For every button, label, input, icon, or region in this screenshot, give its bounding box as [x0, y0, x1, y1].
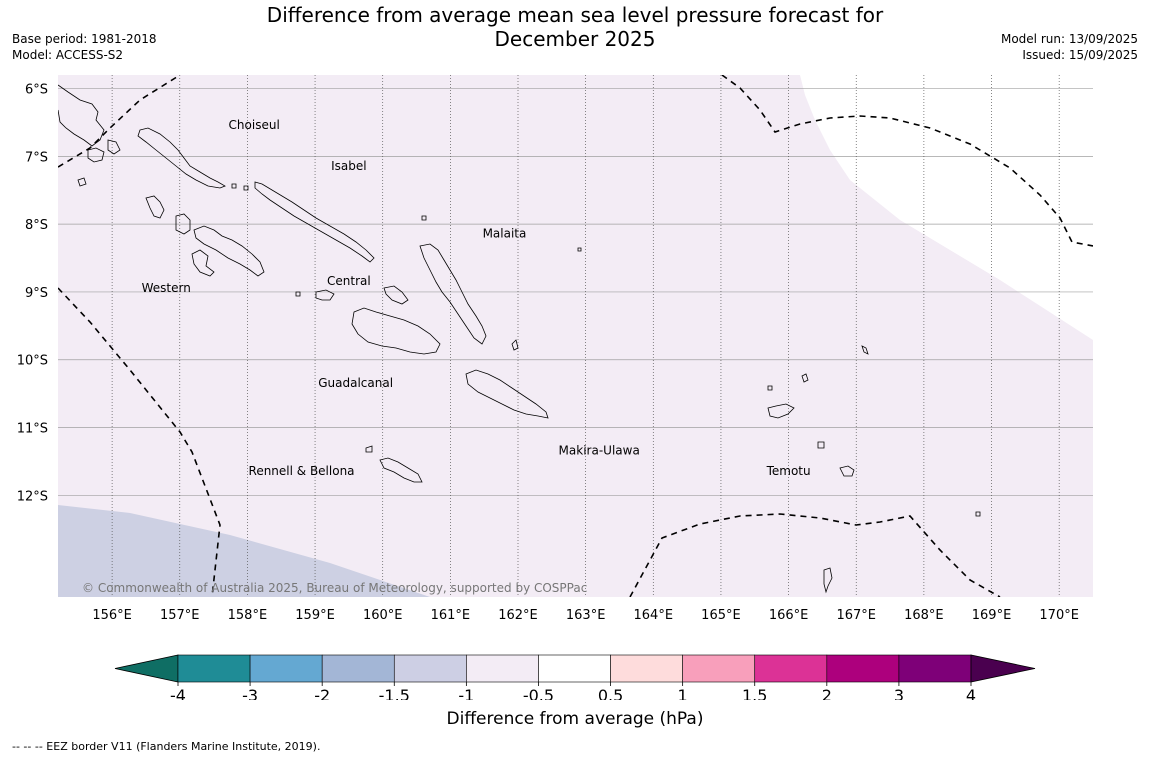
map-title: Difference from average mean sea level p…: [0, 3, 1150, 51]
colorbar-segment: [177, 654, 251, 683]
eez-borders: [58, 75, 1093, 597]
longitude-label: 164°E: [634, 608, 674, 623]
copyright-notice: © Commonwealth of Australia 2025, Bureau…: [82, 581, 587, 595]
issued-date: Issued: 15/09/2025: [1022, 48, 1138, 62]
colorbar-tick-label: -1.5: [379, 686, 410, 700]
colorbar-tick-label: -2: [314, 686, 330, 700]
place-label: Rennell & Bellona: [249, 464, 355, 478]
latitude-label: 12°S: [17, 489, 48, 504]
longitude-label: 158°E: [228, 608, 268, 623]
longitude-label: 165°E: [701, 608, 741, 623]
latitude-gridlines: [58, 88, 1093, 496]
map-canvas: Choiseul Isabel Malaita Western Central Guada…: [17, 75, 1093, 700]
longitude-label: 168°E: [904, 608, 944, 623]
colorbar-segment: [249, 654, 323, 683]
colorbar-tick-label: -3: [242, 686, 258, 700]
longitude-label: 163°E: [566, 608, 606, 623]
latitude-label: 8°S: [25, 218, 48, 233]
place-label: Isabel: [331, 159, 366, 173]
colorbar-tick-labels: -4 -3 -2 -1.5 -1 -0.5 0.5 1 1.5 2 3 4: [170, 682, 976, 700]
longitude-label: 159°E: [295, 608, 335, 623]
colorbar-extend-high: [970, 654, 1036, 683]
longitude-label: 167°E: [836, 608, 876, 623]
longitude-label: 166°E: [769, 608, 809, 623]
latitude-labels: 6°S 7°S 8°S 9°S 10°S 11°S 12°S: [17, 83, 48, 505]
longitude-label: 156°E: [92, 608, 132, 623]
colorbar-segment: [754, 654, 828, 683]
latitude-label: 6°S: [25, 83, 48, 98]
colorbar-tick-label: -4: [170, 686, 186, 700]
model-name: Model: ACCESS-S2: [12, 48, 124, 62]
place-label: Makira-Ulawa: [559, 444, 640, 458]
longitude-label: 169°E: [972, 608, 1012, 623]
latitude-label: 11°S: [17, 422, 48, 437]
colorbar-segment: [826, 654, 900, 683]
coastlines: [58, 84, 981, 594]
colorbar-segment: [898, 654, 972, 683]
place-label: Western: [142, 281, 191, 295]
longitude-gridlines: [111, 75, 1060, 597]
colorbar-tick-label: -0.5: [523, 686, 554, 700]
place-labels: Choiseul Isabel Malaita Western Central Guada…: [142, 118, 811, 478]
colorbar-tick-label: 0.5: [598, 686, 623, 700]
longitude-label: 157°E: [160, 608, 200, 623]
colorbar-tick-label: -1: [458, 686, 474, 700]
map-title-line2: December 2025: [494, 27, 656, 51]
latitude-label: 10°S: [17, 354, 48, 369]
colorbar-segment: [682, 654, 756, 683]
colorbar-tick-label: 2: [822, 686, 832, 700]
eez-legend-note: -- -- -- EEZ border V11 (Flanders Marine…: [12, 740, 321, 753]
place-label: Malaita: [483, 227, 527, 241]
map-title-line1: Difference from average mean sea level p…: [266, 3, 884, 27]
model-run: Model run: 13/09/2025: [1000, 32, 1138, 46]
longitude-labels: 156°E 157°E 158°E 159°E 160°E 161°E 162°E 163°E…: [92, 608, 1079, 623]
colorbar: [114, 654, 1036, 683]
place-label: Temotu: [766, 464, 811, 478]
colorbar-tick-label: 1: [678, 686, 688, 700]
longitude-label: 161°E: [431, 608, 471, 623]
longitude-label: 170°E: [1039, 608, 1079, 623]
pressure-field-neutral: [800, 75, 1093, 340]
longitude-label: 160°E: [363, 608, 403, 623]
pressure-field-low: [58, 505, 430, 597]
base-period: Base period: 1981-2018: [12, 32, 157, 46]
place-label: Central: [327, 274, 371, 288]
latitude-label: 7°S: [25, 150, 48, 165]
latitude-label: 9°S: [25, 286, 48, 301]
colorbar-segment: [466, 654, 539, 683]
longitude-label: 162°E: [498, 608, 538, 623]
colorbar-tick-label: 4: [966, 686, 976, 700]
place-label: Choiseul: [229, 118, 280, 132]
place-label: Guadalcanal: [318, 376, 393, 390]
colorbar-extend-low: [114, 654, 179, 683]
colorbar-segment: [538, 654, 611, 683]
colorbar-segment: [393, 654, 467, 683]
colorbar-title: Difference from average (hPa): [446, 709, 704, 729]
colorbar-segment: [610, 654, 683, 683]
colorbar-tick-label: 3: [894, 686, 904, 700]
meta-right: Model run: 13/09/2025 Issued: 15/09/2025: [1001, 31, 1138, 63]
colorbar-tick-label: 1.5: [742, 686, 767, 700]
meta-left: Base period: 1981-2018 Model: ACCESS-S2: [12, 31, 157, 63]
colorbar-segment: [321, 654, 395, 683]
